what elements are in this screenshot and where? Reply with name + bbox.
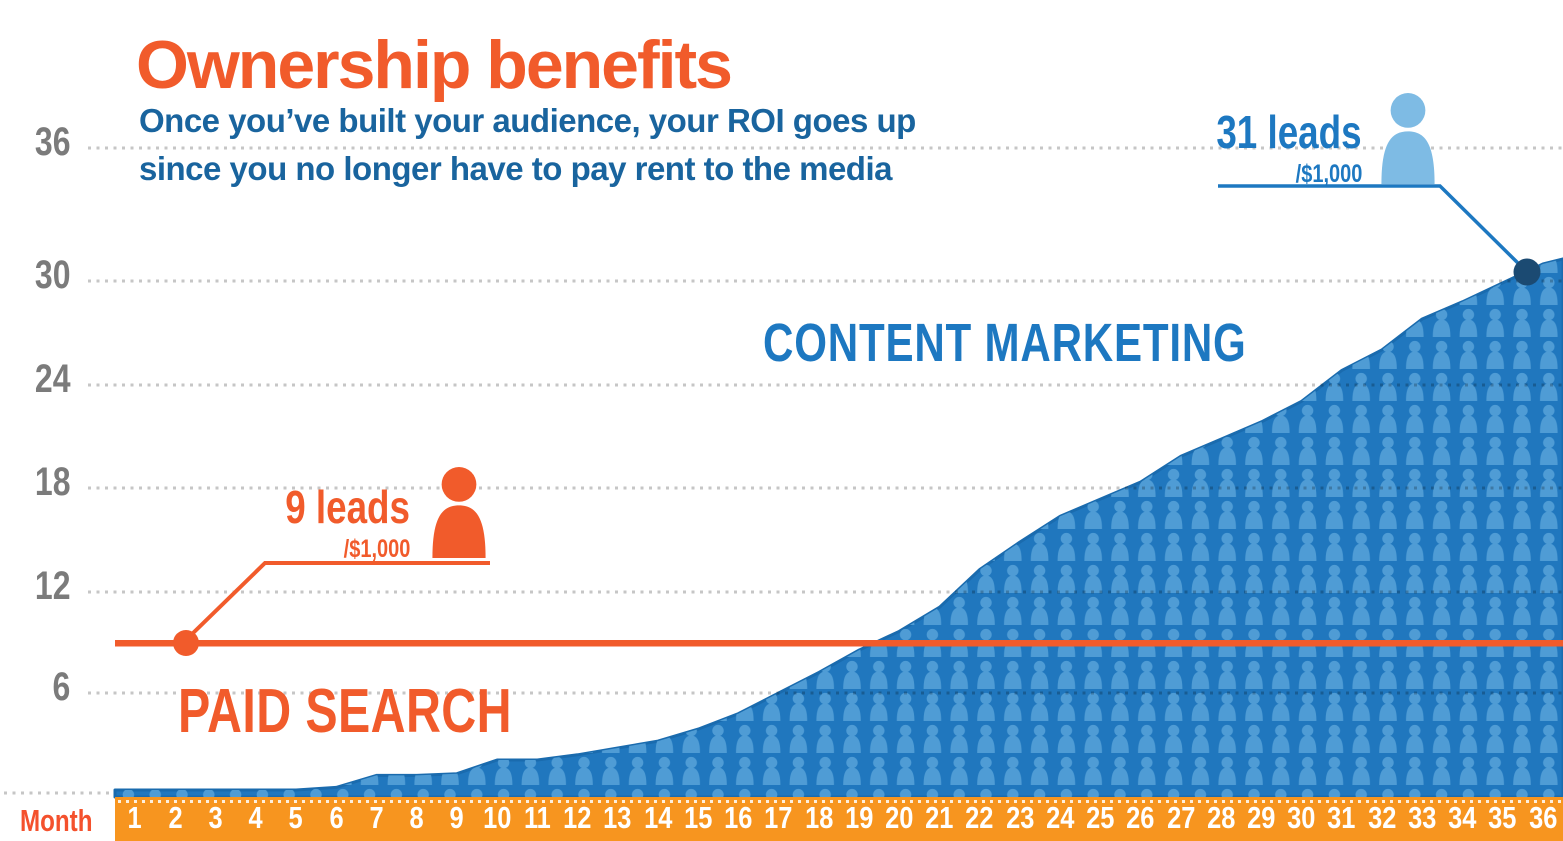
x-axis-title: Month — [20, 803, 93, 838]
month-tick: 30 — [1287, 799, 1316, 835]
month-tick: 28 — [1206, 799, 1236, 835]
month-tick: 26 — [1126, 799, 1155, 835]
y-axis-tick-label: 12 — [34, 564, 70, 608]
month-tick: 31 — [1327, 799, 1356, 835]
content-marketing-label: CONTENT MARKETING — [763, 313, 1247, 373]
month-tick: 34 — [1448, 799, 1477, 835]
subtitle-line-1: Once you’ve built your audience, your RO… — [139, 102, 916, 139]
month-tick: 33 — [1407, 799, 1437, 835]
person-icon — [1381, 93, 1435, 184]
month-tick: 27 — [1166, 799, 1195, 835]
month-tick: 8 — [409, 799, 424, 835]
y-axis-tick-label: 30 — [34, 253, 70, 297]
paid-search-callout: 9 leads /$1,000 — [140, 484, 410, 562]
content-marketing-callout: 31 leads /$1,000 — [1092, 109, 1362, 187]
month-tick: 21 — [925, 799, 954, 835]
month-tick: 5 — [288, 799, 304, 835]
month-tick: 1 — [128, 799, 143, 835]
month-tick: 14 — [643, 799, 673, 835]
paid-search-callout-line — [189, 561, 490, 637]
person-icon — [432, 467, 486, 558]
month-tick: 20 — [885, 799, 914, 835]
month-tick: 19 — [844, 799, 874, 835]
page-title: Ownership benefits — [136, 27, 733, 103]
paid-search-label: PAID SEARCH — [178, 677, 512, 746]
month-axis-bar — [115, 797, 1563, 841]
x-axis-ticks: 1 2 3 4 5 6 7 8 9 10 11 12 13 14 15 16 17 18 19 20 21 22 23 24 2… — [115, 797, 1563, 841]
content-marketing-point — [1513, 258, 1541, 286]
month-tick: 9 — [449, 799, 464, 835]
content-marketing-callout-value: 31 leads — [1216, 106, 1362, 158]
content-marketing-callout-line — [1218, 184, 1529, 274]
month-tick: 13 — [603, 799, 632, 835]
paid-search-callout-unit: /$1,000 — [343, 535, 410, 563]
month-tick: 35 — [1488, 799, 1517, 835]
month-tick: 16 — [724, 799, 753, 835]
month-tick: 22 — [965, 799, 994, 835]
month-tick: 18 — [804, 799, 833, 835]
month-tick: 36 — [1528, 799, 1557, 835]
month-tick: 3 — [208, 799, 223, 835]
paid-search-point — [173, 630, 199, 656]
subtitle-line-2: since you no longer have to pay rent to … — [139, 150, 892, 187]
month-tick: 10 — [482, 799, 512, 835]
month-tick: 11 — [523, 799, 551, 835]
paid-search-callout-value: 9 leads — [285, 481, 410, 533]
y-axis-tick-label: 36 — [34, 120, 70, 164]
month-tick: 4 — [248, 799, 263, 835]
y-axis-tick-label: 24 — [34, 357, 70, 401]
month-tick: 7 — [369, 799, 384, 835]
month-tick: 25 — [1086, 799, 1115, 835]
month-tick: 6 — [329, 799, 344, 835]
month-tick: 15 — [684, 799, 713, 835]
month-tick: 29 — [1247, 799, 1276, 835]
paid-search-line — [115, 640, 1563, 647]
month-tick: 2 — [168, 799, 183, 835]
month-tick: 17 — [764, 799, 793, 835]
y-axis-tick-label: 6 — [52, 665, 70, 709]
content-marketing-callout-unit: /$1,000 — [1295, 160, 1362, 188]
month-tick: 24 — [1045, 799, 1075, 835]
month-tick: 32 — [1367, 799, 1397, 835]
content-marketing-area-people-pattern — [115, 258, 1563, 797]
month-tick: 12 — [563, 799, 592, 835]
y-axis-tick-label: 18 — [34, 460, 70, 504]
month-tick: 23 — [1005, 799, 1035, 835]
